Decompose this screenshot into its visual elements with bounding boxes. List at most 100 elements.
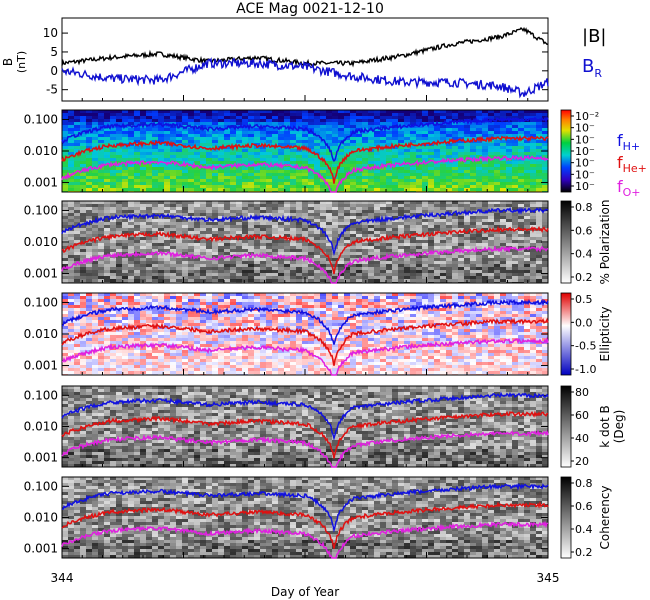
freq-tick-label: 0.010 bbox=[24, 327, 58, 341]
colorbar-coherency bbox=[560, 476, 572, 559]
legend-br-sub: R bbox=[594, 67, 602, 80]
freq-line-f_H+ bbox=[61, 391, 549, 441]
legend-fo-sub: O+ bbox=[623, 186, 641, 199]
freq-tick-label: 0.100 bbox=[24, 112, 58, 126]
legend-br-label: B bbox=[582, 56, 594, 77]
series-line-br bbox=[61, 57, 549, 99]
legend-br: BR bbox=[582, 56, 602, 80]
freq-tick-label: 0.100 bbox=[24, 203, 58, 217]
freq-line-f_He+ bbox=[61, 317, 549, 366]
freq-line-f_H+ bbox=[61, 206, 549, 257]
spectral-panel-polarization: 0.100 0.010 0.001 0.8 0.6 0.4 0.2 % Polarizatio… bbox=[24, 200, 612, 285]
spectral-panel-kdotb: 0.100 0.010 0.001 80 60 40 20 k dot B (Deg) bbox=[24, 385, 626, 468]
frequency-legend: fH+ fHe+ fO+ bbox=[617, 131, 647, 199]
colorbar-tick-label: 0.4 bbox=[575, 523, 593, 536]
colorbar-tick-label: 0.5 bbox=[575, 293, 593, 306]
freq-tick-label: 0.010 bbox=[24, 420, 58, 434]
freq-line-f_He+ bbox=[61, 410, 549, 459]
colorbar-label-kdotb: k dot B bbox=[598, 405, 612, 447]
legend-btotal: |B| bbox=[582, 26, 606, 47]
freq-line-f_H+ bbox=[61, 115, 549, 163]
colorbar-tick-label: 0.2 bbox=[575, 546, 593, 559]
colorbar-tick-label: 10⁻ bbox=[575, 157, 595, 170]
spectrogram-ellipticity bbox=[62, 293, 548, 375]
colorbar-label-ellipticity: Ellipticity bbox=[598, 307, 612, 362]
colorbar-polarization bbox=[560, 200, 572, 284]
freq-tick-label: 0.001 bbox=[24, 542, 58, 556]
colorbar-tick-label: 10⁻ bbox=[575, 168, 595, 181]
legend-fhe: fHe+ bbox=[617, 153, 647, 175]
colorbar-tick-label: 0.4 bbox=[575, 248, 593, 261]
colorbar-tick-label: 0.6 bbox=[575, 500, 593, 513]
colorbar-tick-label: 20 bbox=[575, 455, 589, 468]
freq-line-f_He+ bbox=[61, 500, 549, 549]
freq-line-f_He+ bbox=[61, 225, 549, 275]
freq-tick-label: 0.100 bbox=[24, 295, 58, 309]
x-axis-label: Day of Year bbox=[271, 585, 339, 599]
colorbar-tick-label: 0.8 bbox=[575, 477, 593, 490]
colorbar-tick-label: 0.0 bbox=[575, 316, 593, 329]
legend-fh: fH+ bbox=[617, 131, 640, 153]
legend-fo: fO+ bbox=[617, 177, 641, 199]
mag-ytick-label: 0 bbox=[50, 64, 58, 78]
colorbar-label2-kdotb: (Deg) bbox=[612, 410, 626, 444]
freq-tick-label: 0.010 bbox=[24, 511, 58, 525]
colorbar-label-polarization: % Polarization bbox=[598, 200, 612, 285]
mag-ytick-label: 5 bbox=[50, 45, 58, 59]
freq-tick-label: 0.010 bbox=[24, 235, 58, 249]
colorbar-tick-label: -1.0 bbox=[575, 363, 596, 376]
colorbar-tick-label: 10⁻ bbox=[575, 145, 595, 158]
colorbar-tick-label: 10⁻ bbox=[575, 180, 595, 193]
mag-ytick-label: -5 bbox=[46, 83, 58, 97]
legend-fh-sub: H+ bbox=[623, 140, 641, 153]
colorbar-tick-label: 60 bbox=[575, 409, 589, 422]
colorbar-tick-label: 10⁻ bbox=[575, 133, 595, 146]
colorbar-tick-label: 80 bbox=[575, 386, 589, 399]
colorbar-tick-label: 10⁻ bbox=[575, 122, 595, 135]
legend-fh-label: f bbox=[617, 131, 623, 150]
freq-line-f_H+ bbox=[61, 482, 549, 533]
spectral-panel-coherency: 0.100 0.010 0.001 0.8 0.6 0.4 0.2 Coherency bbox=[24, 476, 612, 559]
series-line-btotal bbox=[61, 26, 549, 68]
figure-title: ACE Mag 0021-12-10 bbox=[236, 1, 384, 17]
colorbar-tick-label: 0.2 bbox=[575, 271, 593, 284]
freq-tick-label: 0.001 bbox=[24, 451, 58, 465]
mag-panel-frame bbox=[61, 17, 549, 102]
freq-tick-label: 0.100 bbox=[24, 479, 58, 493]
freq-line-f_O+ bbox=[61, 336, 549, 376]
x-tick-344: 344 bbox=[51, 571, 74, 585]
colorbar-label-coherency: Coherency bbox=[598, 485, 612, 549]
freq-line-f_He+ bbox=[61, 134, 549, 184]
spectrogram-coherency bbox=[62, 477, 548, 558]
freq-tick-label: 0.001 bbox=[24, 359, 58, 373]
colorbar-tick-label: 40 bbox=[575, 432, 589, 445]
freq-tick-label: 0.001 bbox=[24, 176, 58, 190]
colorbar-tick-label: 0.6 bbox=[575, 224, 593, 237]
freq-tick-label: 0.001 bbox=[24, 267, 58, 281]
freq-line-f_O+ bbox=[61, 154, 549, 193]
colorbar-power bbox=[560, 109, 572, 193]
spectrogram-polarization bbox=[62, 201, 548, 283]
freq-line-f_O+ bbox=[61, 520, 549, 559]
mag-ylabel: B bbox=[1, 58, 15, 66]
legend-fhe-label: f bbox=[617, 153, 623, 172]
legend-fhe-sub: He+ bbox=[623, 162, 647, 175]
x-tick-345: 345 bbox=[537, 571, 560, 585]
colorbar-ellipticity bbox=[560, 292, 572, 376]
spectrogram-kdotb bbox=[62, 386, 548, 467]
colorbar-tick-label: 10⁻² bbox=[575, 110, 599, 123]
colorbar-kdotb bbox=[560, 385, 572, 468]
freq-line-f_H+ bbox=[61, 298, 549, 345]
freq-line-f_O+ bbox=[61, 245, 549, 284]
mag-ylabel-unit: (nT) bbox=[15, 51, 28, 73]
legend-fo-label: f bbox=[617, 177, 623, 196]
freq-tick-label: 0.100 bbox=[24, 388, 58, 402]
colorbar-tick-label: -0.5 bbox=[575, 340, 596, 353]
freq-line-f_O+ bbox=[61, 429, 549, 468]
freq-tick-label: 0.010 bbox=[24, 144, 58, 158]
mag-ytick-label: 10 bbox=[43, 26, 58, 40]
